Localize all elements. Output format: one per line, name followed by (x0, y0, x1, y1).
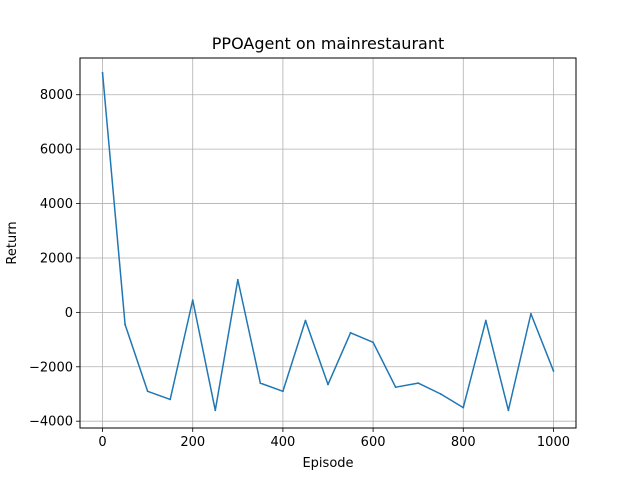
data-point (304, 319, 307, 322)
data-point (146, 390, 149, 393)
grid (80, 58, 576, 428)
x-tick-label: 1000 (537, 435, 570, 450)
data-point (417, 382, 420, 385)
y-tick-label: 2000 (40, 251, 73, 266)
y-tick-label: 4000 (40, 197, 73, 212)
chart-title: PPOAgent on mainrestaurant (212, 34, 444, 53)
data-point (327, 383, 329, 386)
y-tick-label: −2000 (29, 360, 73, 375)
x-tick-label: 200 (180, 435, 205, 450)
x-axis: 0 200 400 600 800 1000 (98, 428, 570, 450)
series-layer (101, 72, 555, 412)
data-point (282, 390, 284, 393)
plot-area (80, 58, 576, 428)
x-tick-label: 800 (451, 435, 476, 450)
y-axis-label: Return (5, 221, 20, 264)
y-tick-label: 0 (65, 306, 73, 321)
data-point (191, 299, 194, 302)
data-point (124, 323, 126, 326)
data-point (507, 409, 510, 412)
data-point (372, 341, 374, 344)
data-point (349, 331, 352, 334)
data-point (552, 369, 555, 372)
data-point (484, 319, 487, 322)
x-tick-label: 600 (361, 435, 386, 450)
y-tick-label: 8000 (40, 88, 73, 103)
data-point (214, 409, 217, 412)
y-axis: −4000 −2000 0 2000 4000 6000 8000 (29, 88, 80, 430)
data-point (462, 406, 465, 409)
x-tick-label: 0 (98, 435, 106, 450)
y-tick-label: 6000 (40, 143, 73, 158)
data-point (101, 72, 104, 74)
y-tick-label: −4000 (29, 415, 73, 430)
data-point (169, 398, 172, 401)
data-point (236, 278, 239, 281)
plot-frame (79, 57, 577, 429)
data-point (394, 386, 397, 389)
x-axis-label: Episode (302, 456, 353, 471)
data-point (439, 393, 442, 395)
data-point (530, 312, 532, 315)
x-tick-label: 400 (270, 435, 295, 450)
data-point (259, 382, 262, 385)
